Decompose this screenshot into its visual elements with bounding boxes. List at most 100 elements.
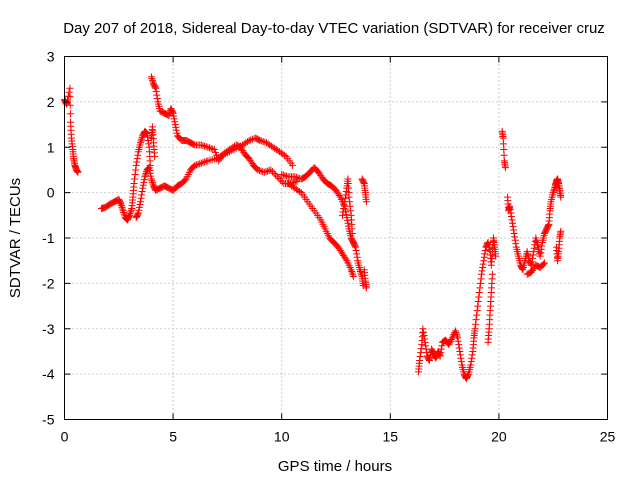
data-point: [120, 208, 128, 216]
data-point: [138, 191, 146, 199]
data-point: [152, 88, 160, 96]
data-point: [335, 191, 343, 199]
y-tick-label: -1: [42, 230, 55, 246]
y-axis-label: SDTVAR / TECUs: [7, 178, 24, 298]
data-point: [421, 338, 429, 346]
axis-ticks: 0 5 10 15 20 25 -5 -4 -3 -2 -1 0 1 2 3: [42, 49, 615, 445]
data-point: [347, 207, 355, 215]
data-point: [118, 202, 126, 210]
data-point: [140, 178, 148, 186]
data-point: [421, 335, 429, 343]
data-point: [512, 240, 520, 248]
data-point: [147, 175, 155, 183]
data-point: [117, 200, 125, 208]
data-point: [476, 284, 484, 292]
y-tick-label: -5: [42, 412, 55, 428]
data-point: [291, 178, 299, 186]
data-point: [480, 257, 488, 265]
data-point: [151, 152, 159, 160]
data-point: [65, 88, 73, 96]
data-point: [474, 302, 482, 310]
data-point: [134, 151, 142, 159]
data-point: [169, 108, 177, 116]
data-point: [201, 142, 209, 150]
data-point: [245, 136, 253, 144]
data-point: [199, 159, 207, 167]
data-point: [446, 339, 454, 347]
data-point: [346, 202, 354, 210]
data-point: [281, 172, 289, 180]
data-point: [142, 129, 150, 137]
data-point: [457, 354, 465, 362]
data-point: [471, 325, 479, 333]
data-point: [145, 164, 153, 172]
data-point: [147, 172, 155, 180]
data-point: [339, 208, 347, 216]
data-point: [518, 265, 526, 273]
data-point: [247, 136, 255, 144]
data-point: [126, 211, 134, 219]
data-point: [501, 164, 509, 172]
data-point: [66, 101, 74, 109]
data-point: [538, 242, 546, 250]
data-point: [481, 246, 489, 254]
data-point: [423, 349, 431, 357]
x-tick-label: 25: [600, 429, 616, 445]
data-point: [479, 260, 487, 268]
data-point: [131, 170, 139, 178]
data-point: [426, 354, 434, 362]
data-point: [278, 170, 286, 178]
data-point: [506, 202, 514, 210]
data-point: [453, 332, 461, 340]
data-point: [340, 201, 348, 209]
plot-border: [64, 56, 608, 420]
data-point: [260, 168, 268, 176]
data-point: [138, 135, 146, 143]
data-point: [507, 209, 515, 217]
data-point: [347, 266, 355, 274]
data-point: [551, 184, 559, 192]
data-point: [144, 133, 152, 141]
data-point: [116, 199, 124, 207]
data-point: [136, 201, 144, 209]
data-point: [64, 92, 72, 100]
data-point: [137, 139, 145, 147]
data-point: [131, 175, 139, 183]
data-point: [126, 210, 134, 218]
data-point: [454, 334, 462, 342]
data-point: [137, 194, 145, 202]
data-point: [455, 344, 463, 352]
data-point: [472, 320, 480, 328]
data-point: [153, 91, 161, 99]
data-point: [360, 178, 368, 186]
data-point: [278, 178, 286, 186]
data-point: [341, 194, 349, 202]
data-point: [478, 270, 486, 278]
data-point: [419, 325, 427, 333]
data-point: [74, 168, 82, 176]
data-point: [507, 212, 515, 220]
data-point: [456, 347, 464, 355]
data-point: [140, 176, 148, 184]
data-point: [348, 267, 356, 275]
chart-title: Day 207 of 2018, Sidereal Day-to-day VTE…: [63, 20, 605, 37]
data-point: [344, 219, 352, 227]
data-point: [437, 345, 445, 353]
data-point: [202, 157, 210, 165]
data-point: [171, 121, 179, 129]
data-point: [475, 293, 483, 301]
data-point: [557, 193, 565, 201]
data-point: [192, 161, 200, 169]
data-point: [204, 143, 212, 151]
data-point: [132, 161, 140, 169]
data-point: [257, 167, 265, 175]
y-tick-label: -4: [42, 366, 55, 382]
data-point: [148, 178, 156, 186]
data-point: [134, 210, 142, 218]
x-tick-label: 15: [383, 429, 399, 445]
data-point: [468, 351, 476, 359]
x-tick-label: 20: [491, 429, 507, 445]
data-point: [476, 279, 484, 287]
data-point: [417, 349, 425, 357]
data-point: [343, 214, 351, 222]
